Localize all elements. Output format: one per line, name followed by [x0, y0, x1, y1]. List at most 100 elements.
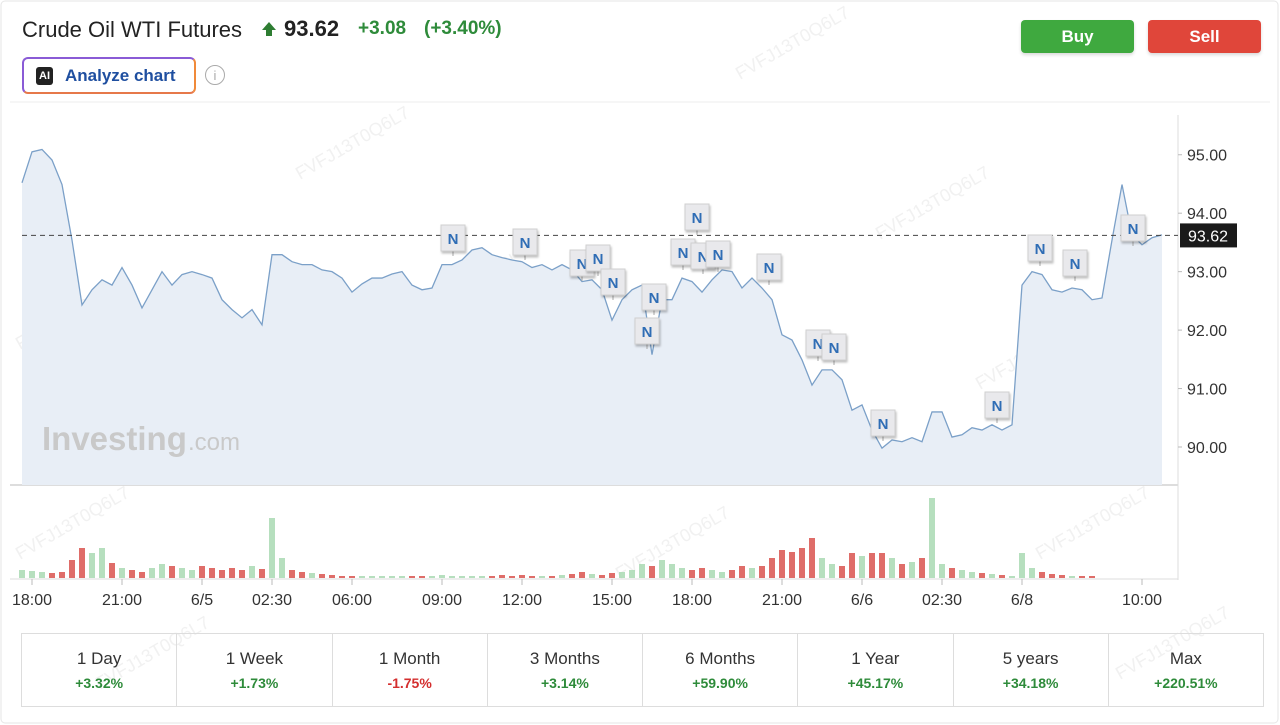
news-label[interactable]: N [593, 251, 604, 268]
volume-bar [729, 570, 735, 578]
volume-bar [669, 564, 675, 578]
news-label[interactable]: N [608, 275, 619, 292]
volume-bar [429, 576, 435, 578]
volume-bar [659, 560, 665, 578]
volume-bar [329, 575, 335, 578]
volume-bar [609, 573, 615, 578]
volume-bar [739, 566, 745, 578]
period-change: -1.75% [387, 675, 432, 691]
info-icon[interactable]: i [205, 65, 225, 85]
buy-button[interactable]: Buy [1021, 20, 1134, 53]
volume-bar [969, 572, 975, 578]
y-tick-label: 92.00 [1187, 323, 1227, 340]
news-label[interactable]: N [577, 256, 588, 273]
volume-bar [529, 576, 535, 578]
volume-bar [199, 566, 205, 578]
news-label[interactable]: N [698, 249, 709, 266]
news-label[interactable]: N [1035, 241, 1046, 258]
volume-bar [569, 574, 575, 578]
volume-bar [419, 576, 425, 578]
period-table: 1 Day +3.32% 1 Week +1.73% 1 Month -1.75% 3 Mo… [21, 633, 1264, 707]
volume-bar [469, 576, 475, 578]
news-flag [684, 203, 710, 231]
news-flag [984, 391, 1010, 419]
volume-bar [849, 553, 855, 578]
x-tick-label: 12:00 [502, 592, 542, 609]
period-cell[interactable]: 1 Month -1.75% [333, 634, 488, 706]
price: 93.62 [284, 16, 340, 41]
volume-bar [779, 550, 785, 578]
news-label[interactable]: N [649, 290, 660, 307]
news-label[interactable]: N [520, 235, 531, 252]
volume-bar [249, 566, 255, 578]
volume-bar [839, 566, 845, 578]
period-label: 1 Week [225, 649, 284, 668]
news-flag [440, 224, 466, 252]
volume-bar [599, 575, 605, 578]
watermark-code: FVFJ13T0Q6L7 [292, 102, 413, 183]
period-label: 1 Year [851, 649, 900, 668]
x-tick-label: 21:00 [762, 592, 802, 609]
volume-bar [579, 572, 585, 578]
period-cell[interactable]: 5 years +34.18% [954, 634, 1109, 706]
news-label[interactable]: N [992, 398, 1003, 415]
volume-bar [1079, 576, 1085, 578]
news-label[interactable]: N [764, 260, 775, 277]
volume-bar [319, 574, 325, 578]
volume-bar [539, 576, 545, 578]
volume-bar [409, 576, 415, 578]
period-cell[interactable]: Max +220.51% [1109, 634, 1263, 706]
volume-bar [879, 553, 885, 578]
news-label[interactable]: N [813, 336, 824, 353]
period-label: 1 Day [76, 649, 122, 668]
news-label[interactable]: N [1128, 221, 1139, 238]
volume-bar [279, 558, 285, 578]
period-cell[interactable]: 3 Months +3.14% [488, 634, 643, 706]
volume-bar [809, 538, 815, 578]
y-tick-label: 95.00 [1187, 148, 1227, 165]
news-label[interactable]: N [878, 416, 889, 433]
period-cell[interactable]: 1 Day +3.32% [22, 634, 178, 706]
change-percent: (+3.40%) [424, 18, 502, 39]
volume-bar [709, 570, 715, 578]
volume-bar [1049, 574, 1055, 578]
news-label[interactable]: N [829, 340, 840, 357]
news-flag [1062, 249, 1088, 277]
watermark-suffix: .com [188, 429, 240, 456]
news-flag [1120, 214, 1146, 242]
period-cell[interactable]: 1 Week +1.73% [177, 634, 333, 706]
period-label: 6 Months [685, 649, 756, 668]
news-label[interactable]: N [692, 210, 703, 227]
volume-bar [979, 573, 985, 578]
volume-bar [759, 566, 765, 578]
up-arrow [262, 22, 276, 30]
volume-bar [509, 576, 515, 578]
news-label[interactable]: N [713, 247, 724, 264]
volume-bar [229, 568, 235, 578]
news-label[interactable]: N [1070, 256, 1081, 273]
news-label[interactable]: N [678, 245, 689, 262]
volume-bar [479, 576, 485, 578]
sell-button[interactable]: Sell [1148, 20, 1261, 53]
watermark-code: FVFJ13T0Q6L7 [1032, 482, 1153, 563]
news-label[interactable]: N [448, 231, 459, 248]
y-tick-label: 90.00 [1187, 440, 1227, 457]
period-cell[interactable]: 6 Months +59.90% [643, 634, 799, 706]
volume-bar [929, 498, 935, 578]
watermark-code: FVFJ13T0Q6L7 [732, 2, 853, 83]
volume-bar [909, 562, 915, 578]
last-price-tag [1180, 223, 1237, 248]
volume-bar [89, 553, 95, 578]
news-label[interactable]: N [642, 324, 653, 341]
x-tick-label: 15:00 [592, 592, 632, 609]
analyze-button[interactable]: AI Analyze chart [22, 57, 196, 94]
volume-bar [1089, 576, 1095, 578]
x-tick-label: 6/6 [851, 592, 873, 609]
volume-bar [1019, 553, 1025, 578]
volume-bar [869, 553, 875, 578]
news-flag [705, 240, 731, 268]
period-cell[interactable]: 1 Year +45.17% [798, 634, 954, 706]
volume-bar [949, 568, 955, 578]
volume-bar [439, 575, 445, 578]
